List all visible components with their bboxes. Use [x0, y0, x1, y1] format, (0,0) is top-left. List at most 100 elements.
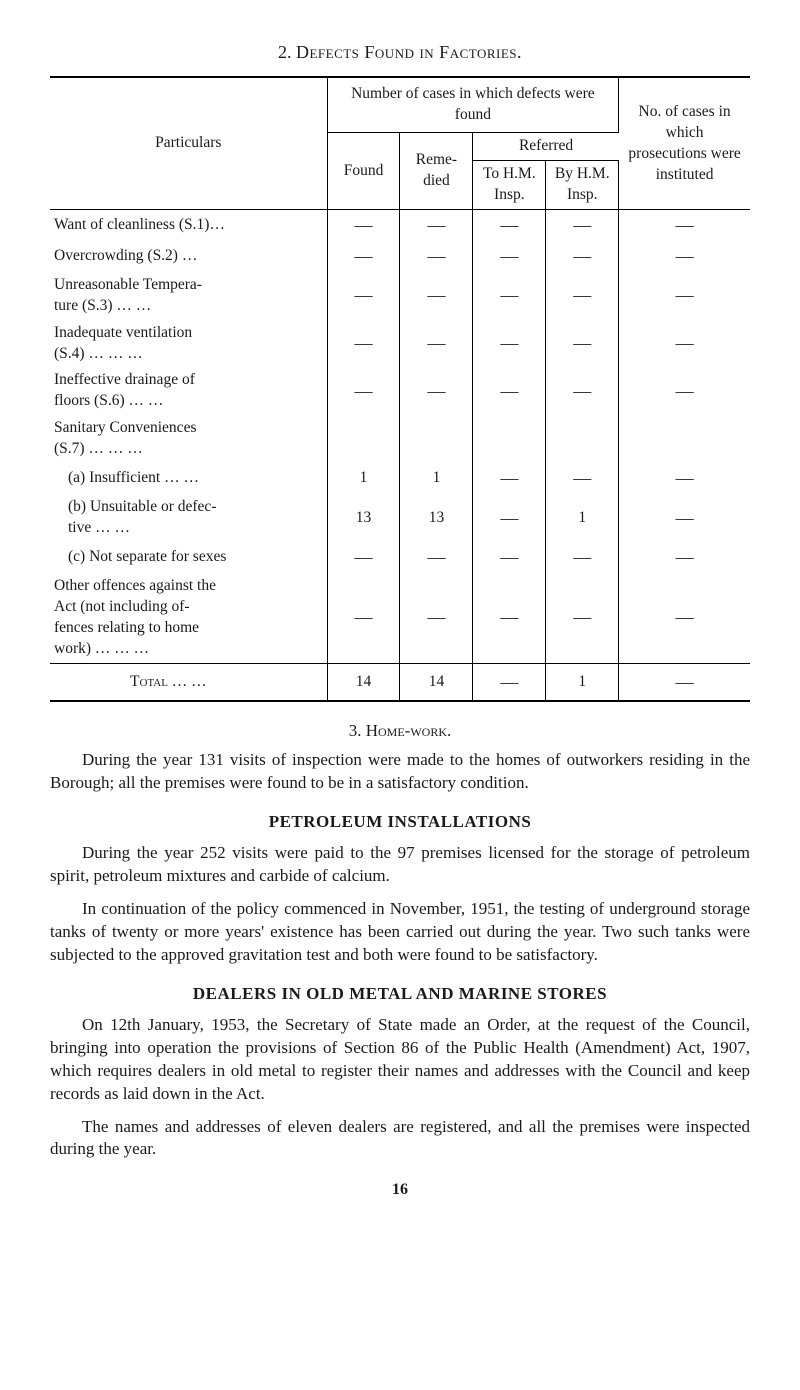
row-cell: — — [619, 209, 750, 240]
dealers-title: DEALERS IN OLD METAL AND MARINE STORES — [50, 983, 750, 1006]
section-2-number: 2. — [278, 42, 292, 62]
row-cell — [327, 415, 400, 463]
table-row: Inadequate ventilation (S.4) … … …————— — [50, 320, 750, 368]
row-cell: — — [619, 272, 750, 320]
row-cell: — — [473, 272, 546, 320]
section-3-heading: Home-work. — [366, 721, 452, 740]
row-cell: — — [619, 663, 750, 700]
row-cell — [473, 415, 546, 463]
row-cell: — — [619, 573, 750, 663]
row-cell: — — [400, 367, 473, 415]
row-cell — [619, 415, 750, 463]
row-cell: — — [546, 209, 619, 240]
defects-table: Particulars Number of cases in which def… — [50, 78, 750, 700]
row-label: (a) Insufficient … … — [50, 463, 327, 494]
row-cell: 1 — [546, 494, 619, 542]
row-cell: — — [546, 573, 619, 663]
row-cell: — — [619, 463, 750, 494]
table-row: (c) Not separate for sexes————— — [50, 542, 750, 573]
th-particulars: Particulars — [50, 78, 327, 209]
row-cell: — — [473, 209, 546, 240]
row-cell: — — [327, 542, 400, 573]
table-total-row: Total … …1414—1— — [50, 663, 750, 700]
row-label: (b) Unsuitable or defec- tive … … — [50, 494, 327, 542]
row-cell: — — [400, 272, 473, 320]
table-row: Want of cleanliness (S.1)…————— — [50, 209, 750, 240]
row-cell: 14 — [327, 663, 400, 700]
th-found: Found — [327, 133, 400, 210]
row-cell — [546, 415, 619, 463]
row-cell: — — [619, 494, 750, 542]
table-row: Unreasonable Tempera- ture (S.3) … …————… — [50, 272, 750, 320]
table-row: Other offences against the Act (not incl… — [50, 573, 750, 663]
th-remedied: Reme-died — [400, 133, 473, 210]
th-byhm: By H.M. Insp. — [546, 161, 619, 210]
row-cell: — — [473, 573, 546, 663]
row-label: Other offences against the Act (not incl… — [50, 573, 327, 663]
row-cell: — — [327, 320, 400, 368]
row-cell: — — [546, 463, 619, 494]
section-2-title: 2. Defects Found in Factories. — [50, 40, 750, 64]
table-row: Sanitary Conveniences (S.7) … … … — [50, 415, 750, 463]
row-cell: — — [546, 320, 619, 368]
row-cell: — — [473, 367, 546, 415]
row-label: Inadequate ventilation (S.4) … … … — [50, 320, 327, 368]
row-cell: — — [473, 542, 546, 573]
row-cell: — — [327, 272, 400, 320]
row-cell: 1 — [546, 663, 619, 700]
row-cell: — — [473, 241, 546, 272]
table-row: Ineffective drainage of floors (S.6) … …… — [50, 367, 750, 415]
row-cell: — — [619, 241, 750, 272]
dealers-p1: On 12th January, 1953, the Secretary of … — [50, 1014, 750, 1106]
petroleum-p2: In continuation of the policy commenced … — [50, 898, 750, 967]
row-cell: — — [400, 542, 473, 573]
row-cell: — — [327, 367, 400, 415]
row-cell: — — [473, 320, 546, 368]
row-cell: — — [473, 663, 546, 700]
row-cell: — — [619, 542, 750, 573]
th-group: Number of cases in which defects were fo… — [327, 78, 619, 132]
row-cell: — — [619, 367, 750, 415]
row-label: (c) Not separate for sexes — [50, 542, 327, 573]
row-cell: — — [473, 463, 546, 494]
row-cell: — — [327, 573, 400, 663]
row-cell: — — [546, 272, 619, 320]
dealers-p2: The names and addresses of eleven dealer… — [50, 1116, 750, 1162]
section-3-body: During the year 131 visits of inspection… — [50, 749, 750, 795]
row-label: Want of cleanliness (S.1)… — [50, 209, 327, 240]
row-label: Overcrowding (S.2) … — [50, 241, 327, 272]
row-cell: — — [546, 542, 619, 573]
row-cell: — — [327, 241, 400, 272]
row-cell: — — [546, 241, 619, 272]
table-row: (a) Insufficient … …11——— — [50, 463, 750, 494]
defects-table-wrap: Particulars Number of cases in which def… — [50, 76, 750, 702]
row-label: Unreasonable Tempera- ture (S.3) … … — [50, 272, 327, 320]
row-cell: 13 — [400, 494, 473, 542]
table-row: (b) Unsuitable or defec- tive … …1313—1— — [50, 494, 750, 542]
section-3-number: 3. — [349, 721, 362, 740]
row-cell: — — [546, 367, 619, 415]
row-cell — [400, 415, 473, 463]
th-noc: No. of cases in which prosecutions were … — [619, 78, 750, 209]
table-row: Overcrowding (S.2) …————— — [50, 241, 750, 272]
row-cell: 13 — [327, 494, 400, 542]
row-cell: — — [400, 241, 473, 272]
th-tohm: To H.M. Insp. — [473, 161, 546, 210]
page-number: 16 — [50, 1179, 750, 1201]
row-cell: 1 — [327, 463, 400, 494]
row-cell: 14 — [400, 663, 473, 700]
petroleum-p1: During the year 252 visits were paid to … — [50, 842, 750, 888]
row-cell: — — [473, 494, 546, 542]
row-cell: — — [400, 209, 473, 240]
row-label: Ineffective drainage of floors (S.6) … … — [50, 367, 327, 415]
row-cell: — — [327, 209, 400, 240]
row-cell: — — [619, 320, 750, 368]
petroleum-title: PETROLEUM INSTALLATIONS — [50, 811, 750, 834]
row-label: Sanitary Conveniences (S.7) … … … — [50, 415, 327, 463]
row-cell: — — [400, 573, 473, 663]
section-3-title: 3. Home-work. — [50, 720, 750, 743]
section-2-heading: Defects Found in Factories. — [296, 42, 522, 62]
total-label: Total … … — [50, 663, 327, 700]
row-cell: — — [400, 320, 473, 368]
th-referred: Referred — [473, 133, 619, 161]
